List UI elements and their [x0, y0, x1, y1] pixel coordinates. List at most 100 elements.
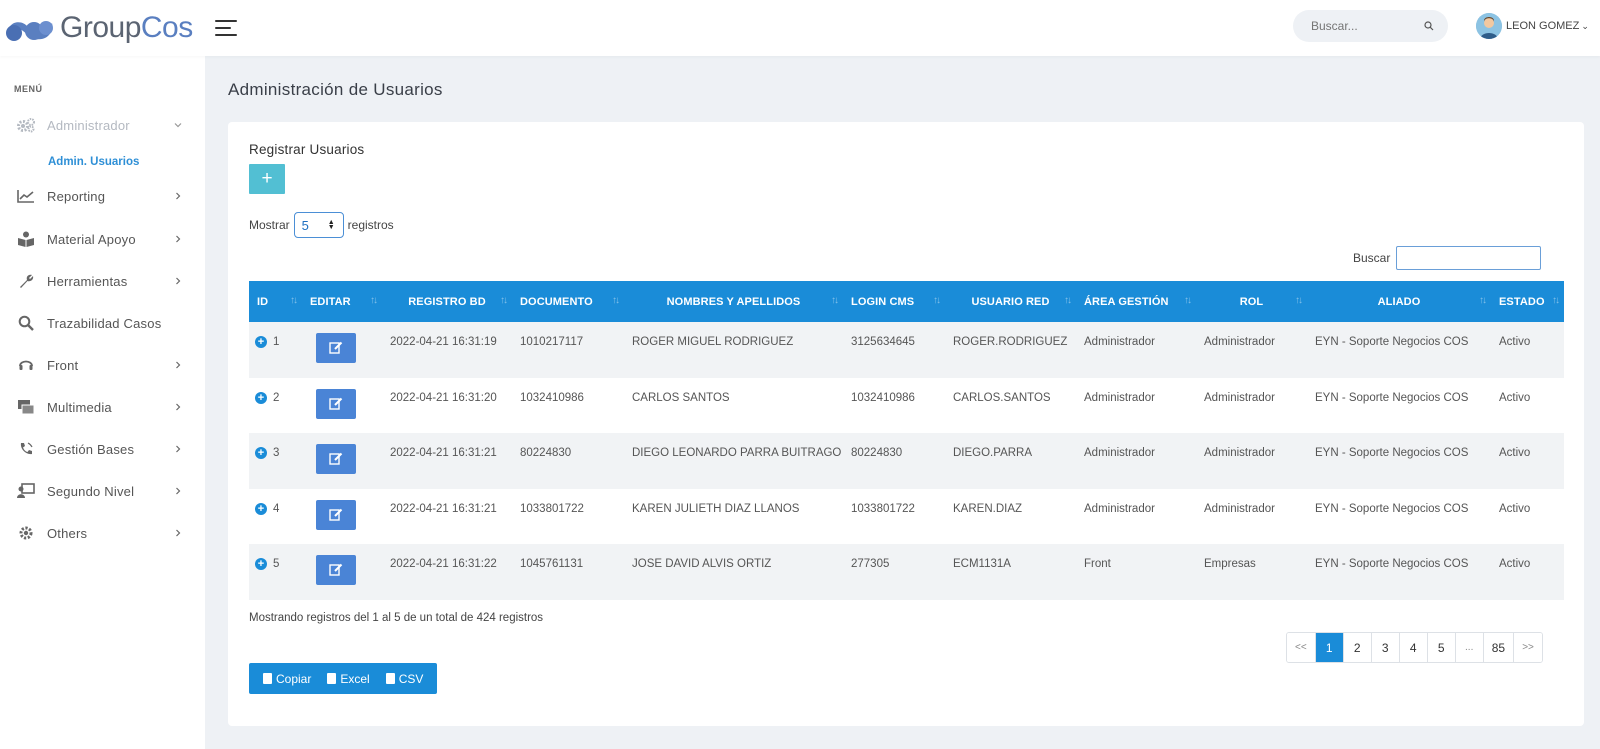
edit-button[interactable] [316, 499, 356, 530]
column-header[interactable]: EDITAR ↑↓ [310, 295, 378, 308]
expand-row-icon[interactable]: + [255, 502, 267, 515]
edit-icon [329, 508, 343, 521]
sort-icon: ↑↓ [1479, 295, 1487, 306]
csv-button[interactable]: CSV [378, 663, 432, 694]
cell-area-gestion: Administrador [1084, 391, 1155, 404]
column-header[interactable]: ESTADO ↑↓ [1499, 295, 1560, 308]
sidebar-item-front[interactable]: Front [0, 353, 205, 377]
table-row: +3 2022-04-21 16:31:21 80224830 DIEGO LEONA… [249, 433, 1564, 489]
column-header[interactable]: ID ↑↓ [257, 295, 298, 308]
chevron-down-icon: ⌄ [1581, 20, 1589, 31]
edit-icon [329, 452, 343, 465]
edit-icon [329, 563, 343, 576]
sidebar-item-administrador[interactable]: Administrador [0, 113, 205, 137]
expand-row-icon[interactable]: + [255, 558, 267, 570]
chevron-down-icon [174, 123, 182, 128]
edit-button[interactable] [316, 444, 356, 474]
pagination-first[interactable]: << [1287, 633, 1316, 662]
sidebar-item-segundo-nivel[interactable]: Segundo Nivel [0, 479, 205, 503]
records-label: registros [347, 218, 394, 232]
sidebar-item-label: Reporting [47, 188, 106, 204]
sidebar-item-herramientas[interactable]: Herramientas [0, 269, 205, 293]
pagination-page[interactable]: 1 [1315, 633, 1344, 662]
sidebar-item-gestion-bases[interactable]: Gestión Bases [0, 437, 205, 461]
avatar [1476, 13, 1502, 39]
cell-rol: Administrador [1204, 502, 1275, 515]
cell-login-cms: 3125634645 [851, 336, 915, 348]
sort-icon: ↑↓ [1064, 295, 1072, 306]
users-card: Registrar Usuarios + Mostrar 5 ▲ ▼ regist… [228, 122, 1584, 726]
column-header[interactable]: ROL ↑↓ [1239, 295, 1303, 308]
expand-row-icon[interactable]: + [255, 447, 267, 459]
column-header[interactable]: NOMBRES Y APELLIDOS ↑↓ [666, 295, 839, 308]
edit-button[interactable] [316, 333, 356, 363]
chevron-right-icon [176, 403, 181, 411]
pagination-page[interactable]: 3 [1371, 633, 1400, 662]
groupcos-logo[interactable]: GroupCos [4, 11, 193, 45]
edit-button[interactable] [316, 388, 356, 419]
cell-estado: Activo [1499, 558, 1531, 570]
pagination-page[interactable]: 4 [1399, 633, 1428, 662]
cell-aliado: EYN - Soporte Negocios COS [1315, 447, 1469, 459]
cell-rol: Administrador [1204, 447, 1275, 459]
sidebar-item-material-apoyo[interactable]: Material Apoyo [0, 227, 205, 251]
page-length-control: Mostrar 5 ▲ ▼ registros [249, 212, 394, 238]
sidebar-item-multimedia[interactable]: Multimedia [0, 395, 205, 419]
user-menu[interactable]: LEON GOMEZ ⌄ [1476, 13, 1589, 39]
sidebar-item-trazabilidad-casos[interactable]: Trazabilidad Casos [0, 311, 205, 335]
cell-documento: 80224830 [520, 447, 572, 459]
expand-row-icon[interactable]: + [255, 336, 267, 348]
cell-registro-bd: 2022-04-21 16:31:19 [390, 336, 497, 348]
cell-login-cms: 277305 [851, 558, 890, 570]
book-reader-icon [16, 230, 36, 248]
cell-usuario-red: CARLOS.SANTOS [953, 391, 1051, 404]
cell-registro-bd: 2022-04-21 16:31:21 [390, 447, 497, 459]
menu-toggle-icon[interactable] [214, 20, 237, 36]
sidebar-subitem-admin-usuarios[interactable]: Admin. Usuarios [48, 156, 140, 168]
chevron-right-icon [176, 487, 181, 495]
table-row: +5 2022-04-21 16:31:22 1045761131 JOSE DAVI… [249, 544, 1564, 600]
column-header[interactable]: ÁREA GESTIÓN ↑↓ [1084, 295, 1192, 308]
cell-edit [302, 378, 382, 434]
cell-usuario-red: DIEGO.PARRA [953, 447, 1033, 459]
cell-id: +3 [249, 433, 302, 489]
sidebar: MENÚ Administrador Admin. Usuarios Repor… [0, 56, 205, 749]
cell-usuario-red: KAREN.DIAZ [953, 502, 1023, 515]
filter-input[interactable] [1396, 246, 1542, 270]
sidebar-item-others[interactable]: Others [0, 521, 205, 545]
cell-registro-bd: 2022-04-21 16:31:22 [390, 558, 497, 570]
export-buttons: Copiar Excel CSV [249, 663, 438, 694]
users-table: ID ↑↓ EDITAR ↑↓ REGISTRO BD ↑↓ DOCUMENTO ↑↓ … [249, 281, 1564, 600]
pagination-page[interactable]: 2 [1343, 633, 1372, 662]
add-user-button[interactable]: + [249, 164, 285, 194]
photo-video-icon [16, 398, 36, 416]
copy-button[interactable]: Copiar [255, 663, 319, 694]
cell-nombres: CARLOS SANTOS [632, 391, 730, 404]
column-header[interactable]: LOGIN CMS ↑↓ [851, 295, 941, 308]
cell-id: +1 [249, 322, 302, 378]
search-icon[interactable] [1424, 21, 1434, 31]
sidebar-item-label: Segundo Nivel [47, 483, 135, 499]
cell-edit [302, 489, 382, 545]
cell-rol: Administrador [1204, 391, 1275, 404]
cog-icon [16, 524, 36, 542]
pagination-next[interactable]: >> [1514, 633, 1543, 662]
header-search-input[interactable] [1311, 19, 1411, 33]
cell-estado: Activo [1499, 391, 1531, 404]
sidebar-item-reporting[interactable]: Reporting [0, 184, 205, 208]
cell-edit [302, 322, 382, 378]
edit-button[interactable] [316, 555, 356, 585]
page-length-select[interactable]: 5 ▲ ▼ [293, 212, 344, 238]
expand-row-icon[interactable]: + [255, 391, 267, 404]
pagination-last-page[interactable]: 85 [1483, 633, 1515, 662]
pagination-page[interactable]: 5 [1427, 633, 1456, 662]
cell-documento: 1032410986 [520, 391, 584, 404]
cell-estado: Activo [1499, 336, 1531, 348]
cell-area-gestion: Front [1084, 558, 1111, 570]
cell-login-cms: 1032410986 [851, 391, 915, 404]
column-header[interactable]: ALIADO ↑↓ [1377, 295, 1487, 308]
column-header[interactable]: DOCUMENTO ↑↓ [520, 295, 620, 308]
column-header[interactable]: REGISTRO BD ↑↓ [408, 295, 508, 308]
column-header[interactable]: USUARIO RED ↑↓ [971, 295, 1072, 308]
excel-button[interactable]: Excel [319, 663, 377, 694]
